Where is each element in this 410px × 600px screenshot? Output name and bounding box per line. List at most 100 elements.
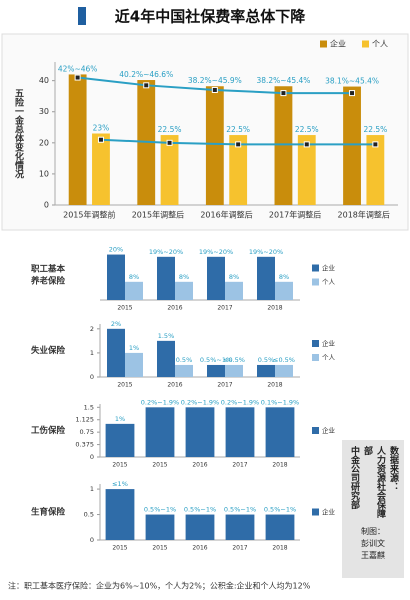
source: 数据来源： 人力资源社会保障部 中金公司研究部: [347, 446, 399, 518]
legend-label: 企业: [322, 507, 336, 516]
line-marker: [303, 141, 310, 148]
x-tick-label: 2017: [232, 545, 247, 552]
bar: [157, 256, 175, 300]
source-box: 数据来源： 人力资源社会保障部 中金公司研究部 制图： 彭训文 王嘉麒: [342, 440, 404, 578]
y-tick-label: 20: [39, 138, 49, 147]
bar: [68, 74, 87, 205]
x-tick-label: 2015: [152, 462, 167, 469]
bar: [265, 514, 295, 540]
bar: [175, 364, 193, 377]
value-label: 1%: [115, 415, 125, 423]
legend-swatch: [362, 40, 369, 48]
bar: [297, 135, 316, 205]
x-tick-label: 2016: [192, 462, 207, 469]
bar: [105, 489, 135, 540]
y-tick-label: 1.5: [84, 403, 94, 411]
bar: [205, 86, 224, 205]
legend-swatch: [312, 264, 319, 272]
credit-line: 彭训文: [361, 539, 385, 548]
bar: [157, 340, 175, 377]
x-tick-label: 2015: [117, 305, 132, 312]
bar: [257, 364, 275, 377]
x-tick-label: 2016: [167, 305, 182, 312]
chart-label: 失业保险: [31, 345, 66, 356]
source-line: 中金公司研究部: [349, 446, 359, 509]
x-tick-label: 2018: [267, 305, 282, 312]
bar: [185, 407, 215, 457]
x-tick-label: 2015年调整前: [63, 210, 115, 220]
value-label: 0.5%: [176, 356, 193, 364]
legend-label: 个人: [322, 354, 336, 362]
value-label: 22.5%: [226, 125, 250, 134]
x-tick-label: 2017: [232, 462, 247, 469]
value-label: 0.5%: [258, 356, 275, 364]
x-tick-label: 2015: [112, 545, 127, 552]
bar: [225, 281, 243, 300]
line-marker: [211, 86, 218, 93]
y-tick-label: 0: [44, 201, 49, 210]
x-tick-label: 2017年调整后: [269, 210, 321, 220]
value-label: 0.2%~1.9%: [221, 398, 259, 406]
bar: [145, 407, 175, 457]
line-marker: [235, 141, 242, 148]
value-label: ≤0.5%: [223, 356, 245, 364]
value-label: 0.1%~1.9%: [261, 398, 299, 406]
x-tick-label: 2018年调整后: [338, 210, 390, 220]
line-marker: [97, 136, 104, 143]
title-icon: [78, 7, 86, 25]
bar: [275, 281, 293, 300]
legend-label: 企业: [322, 263, 336, 272]
bar: [229, 135, 248, 205]
credit: 制图： 彭训文 王嘉麒: [342, 526, 404, 562]
value-label: 8%: [279, 273, 289, 281]
value-label: 22.5%: [363, 125, 387, 134]
bar: [92, 133, 110, 205]
line-marker: [166, 139, 173, 146]
value-label: 0.5%~1%: [224, 506, 256, 514]
x-tick-label: 2015: [117, 382, 132, 389]
value-label: 0.5%~1%: [264, 506, 296, 514]
line-marker: [349, 90, 356, 97]
value-label: 38.2%~45.4%: [256, 76, 310, 85]
value-label: 0.2%~1.9%: [181, 398, 219, 406]
value-label: 40.2%~46.6%: [119, 70, 173, 79]
legend-label: 个人: [322, 278, 336, 286]
legend-swatch: [312, 278, 319, 286]
y-tick-label: 40: [39, 76, 49, 85]
x-tick-label: 2018: [272, 545, 287, 552]
x-tick-label: 2016年调整后: [200, 210, 252, 220]
bar: [107, 328, 125, 377]
value-label: 42%~46%: [58, 64, 98, 73]
y-tick-label: 0: [90, 373, 94, 381]
bar: [274, 86, 293, 205]
bar: [366, 135, 385, 205]
y-axis-label: 五险一金总体变化情况: [13, 88, 25, 179]
chart-label: 养老保险: [30, 276, 66, 287]
y-tick-label: 0: [90, 453, 94, 461]
value-label: 20%: [109, 246, 123, 254]
bar: [207, 364, 225, 377]
value-label: 23%: [93, 124, 110, 133]
bar: [125, 281, 143, 300]
x-tick-label: 2015: [152, 545, 167, 552]
value-label: 38.1%~45.4%: [325, 77, 379, 86]
value-label: 22.5%: [295, 125, 319, 134]
line-marker: [74, 74, 81, 81]
value-label: 19%~20%: [199, 248, 233, 256]
y-tick-label: 0.5: [84, 511, 94, 519]
bar: [257, 256, 275, 300]
legend-swatch: [312, 340, 319, 347]
note: 注：职工基本医疗保险：企业为6%~10%，个人为2%；公积金:企业和个人均为12…: [8, 581, 311, 591]
value-label: 8%: [229, 273, 239, 281]
bar: [265, 407, 295, 457]
value-label: 22.5%: [158, 125, 182, 134]
bar: [105, 423, 135, 457]
value-label: 19%~20%: [249, 248, 283, 256]
legend-swatch: [312, 508, 319, 516]
line-marker: [143, 82, 150, 89]
y-tick-label: 0.375: [75, 441, 94, 449]
line-marker: [372, 141, 379, 148]
y-tick-label: 0.75: [80, 428, 94, 436]
